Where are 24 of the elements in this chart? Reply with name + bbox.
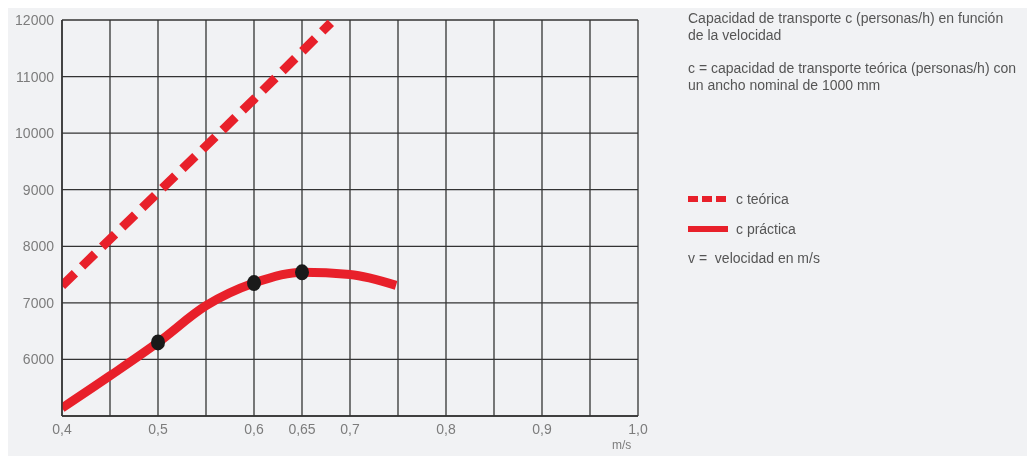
x-tick-label: 0,9 [532,420,552,437]
x-tick-label: 0,4 [52,420,72,437]
y-tick-label: 10000 [15,125,55,142]
x-axis-title: m/s [612,438,632,452]
x-tick-label: 0,6 [244,420,264,437]
text: v = velocidad en m/s [688,250,821,267]
text: Capacidad de transporte c (personas/h) en función de la velocidad [688,10,1005,44]
point [151,334,165,351]
y-tick-label: 9000 [22,181,55,198]
legend-label: c práctica [736,220,796,238]
y-tick-label: 12000 [15,11,55,28]
x-tick-label: 0,65 [288,420,316,437]
x-tick-label: 1,0 [628,420,648,437]
y-tick-label: 6000 [22,351,55,368]
x-tick-label: 0,8 [436,420,456,437]
y-tick-label: 11000 [16,68,55,85]
y-tick-label: 8000 [22,238,55,255]
point [247,275,261,292]
y-tick-label: 7000 [22,294,55,311]
legend-label: c teórica [736,190,789,208]
x-tick-label: 0,5 [148,420,168,437]
text: c = capacidad de transporte teórica (personas/h) con un ancho nominal de 1000 mm [688,60,1018,94]
point [295,264,309,281]
x-tick-label: 0,7 [340,420,360,437]
